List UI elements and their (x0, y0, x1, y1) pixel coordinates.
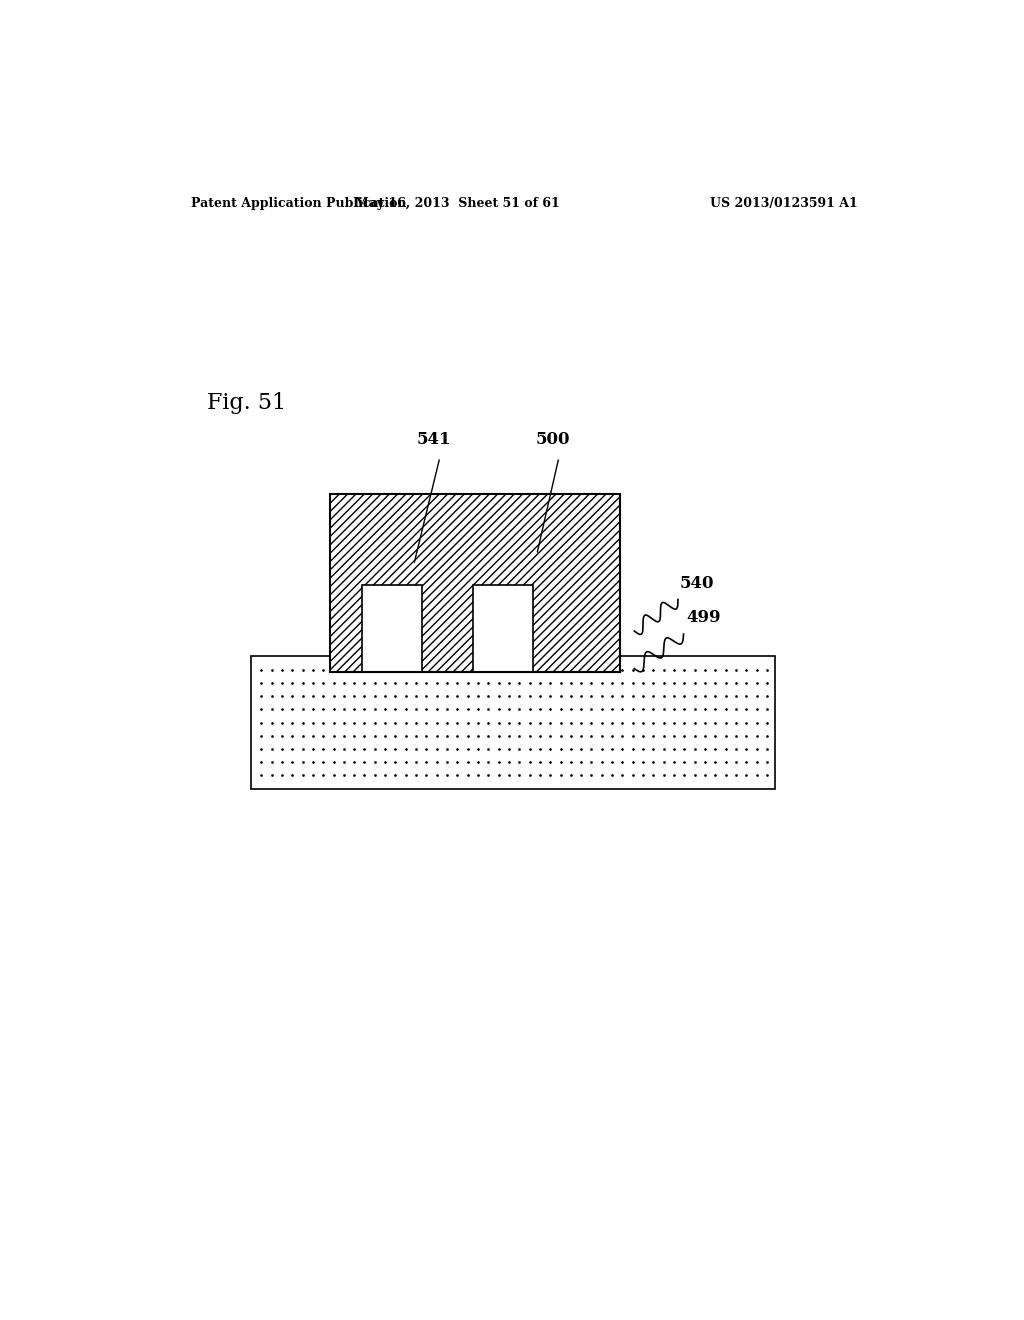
Bar (362, 585, 422, 672)
Bar (251, 656, 775, 788)
Text: 499: 499 (686, 610, 721, 626)
Text: May 16, 2013  Sheet 51 of 61: May 16, 2013 Sheet 51 of 61 (355, 197, 560, 210)
Bar (331, 494, 621, 672)
Bar (473, 585, 532, 672)
Text: 540: 540 (680, 574, 714, 591)
Text: US 2013/0123591 A1: US 2013/0123591 A1 (711, 197, 858, 210)
Text: Fig. 51: Fig. 51 (207, 392, 287, 414)
Text: 541: 541 (417, 432, 451, 447)
Text: Patent Application Publication: Patent Application Publication (191, 197, 407, 210)
Text: 500: 500 (536, 432, 569, 447)
